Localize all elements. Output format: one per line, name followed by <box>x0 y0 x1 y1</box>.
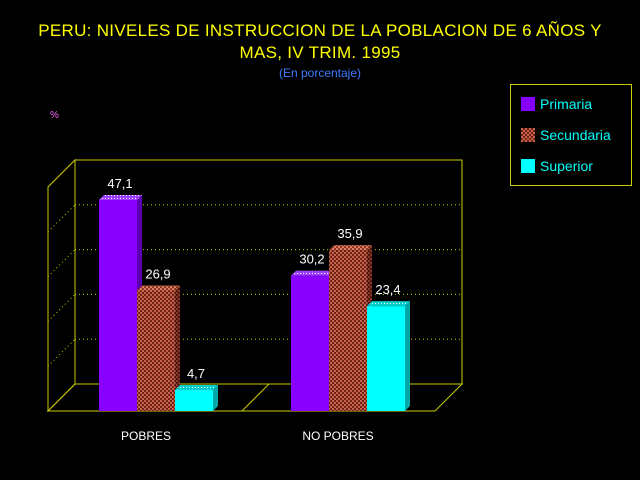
data-labels: 47,1 26,9 4,7 30,2 35,9 23,4 <box>107 176 400 381</box>
legend-item-primaria: Primaria <box>521 95 592 113</box>
legend-item-superior: Superior <box>521 157 593 175</box>
category-label-1: NO POBRES <box>302 429 373 443</box>
gridline-side <box>47 338 76 367</box>
legend-swatch-secundaria <box>521 128 535 142</box>
gridline-side <box>47 249 76 277</box>
bar-secundaria-0 <box>137 290 175 411</box>
chart-title-line-2: MAS, IV TRIM. 1995 <box>239 43 401 62</box>
category-label-0: POBRES <box>121 429 171 443</box>
gridline-side <box>47 294 76 322</box>
chart-subtitle: (En porcentaje) <box>278 66 362 80</box>
legend-swatch-primaria <box>521 97 535 111</box>
chart-title: PERU: NIVELES DE INSTRUCCION DE LA POBLA… <box>0 20 640 64</box>
data-label-primaria-0: 47,1 <box>107 176 132 191</box>
gridline-side <box>47 204 76 233</box>
bar-top-superior-0 <box>175 384 218 390</box>
bar-primaria-1 <box>291 275 329 411</box>
y-axis-unit-label: % <box>50 110 59 121</box>
bar-top-secundaria-1 <box>329 245 372 251</box>
chart-title-line-1: PERU: NIVELES DE INSTRUCCION DE LA POBLA… <box>38 21 602 40</box>
legend: Primaria Secundaria Superior <box>510 84 632 186</box>
legend-item-secundaria: Secundaria <box>521 126 611 144</box>
bar-top-primaria-0 <box>99 194 142 200</box>
bar-superior-0 <box>175 389 213 411</box>
bar-top-secundaria-0 <box>137 285 180 291</box>
data-label-secundaria-1: 35,9 <box>337 226 362 241</box>
bar-superior-1 <box>367 306 405 411</box>
side-wall <box>47 158 76 413</box>
bar-side-superior-1 <box>405 301 410 411</box>
bar-top-superior-1 <box>367 301 410 307</box>
bar-side-superior-0 <box>213 384 218 411</box>
data-label-secundaria-0: 26,9 <box>145 266 170 281</box>
bar-secundaria-1 <box>329 250 367 411</box>
legend-swatch-superior <box>521 159 535 173</box>
data-label-superior-0: 4,7 <box>187 366 205 381</box>
legend-label-primaria: Primaria <box>540 96 593 112</box>
bars <box>99 194 410 411</box>
data-label-superior-1: 23,4 <box>375 282 400 297</box>
legend-label-superior: Superior <box>540 158 593 174</box>
bar-primaria-0 <box>99 199 137 411</box>
bar-top-primaria-1 <box>291 270 334 276</box>
floor-divider <box>241 383 270 412</box>
category-labels: POBRES NO POBRES <box>121 429 374 443</box>
data-label-primaria-1: 30,2 <box>299 252 324 267</box>
legend-label-secundaria: Secundaria <box>540 127 611 143</box>
bar-side-secundaria-0 <box>175 285 180 411</box>
